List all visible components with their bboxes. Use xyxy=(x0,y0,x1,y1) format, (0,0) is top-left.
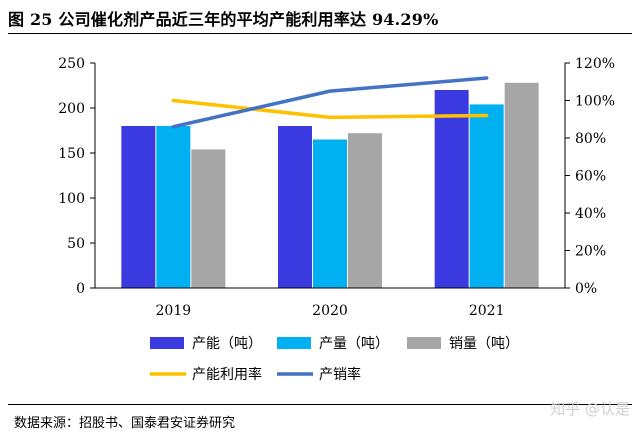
series-line xyxy=(171,76,489,129)
bar xyxy=(434,90,469,288)
series-line xyxy=(171,98,489,120)
legend-label: 产能利用率 xyxy=(192,366,262,383)
legend-label: 产量（吨） xyxy=(319,336,389,352)
bar xyxy=(348,133,382,288)
y-tick-label-right: 100% xyxy=(575,94,615,110)
x-tick-label: 2020 xyxy=(312,303,348,319)
bar xyxy=(278,126,312,288)
y-tick-label-left: 150 xyxy=(58,146,85,162)
legend-swatch xyxy=(277,337,311,349)
y-tick-label-left: 250 xyxy=(58,56,85,72)
y-tick-label-left: 100 xyxy=(58,191,85,207)
figure-title: 图 25 公司催化剂产品近三年的平均产能利用率达 94.29% xyxy=(8,10,439,29)
bar xyxy=(156,126,191,288)
x-tick-label: 2019 xyxy=(156,303,192,319)
bar xyxy=(504,82,539,288)
y-tick-label-left: 50 xyxy=(67,236,85,252)
y-tick-label-right: 40% xyxy=(575,206,606,222)
watermark: 知乎 @认是 xyxy=(550,400,630,418)
x-tick-label: 2021 xyxy=(469,303,505,319)
legend-label: 产能（吨） xyxy=(192,336,262,352)
y-tick-label-left: 0 xyxy=(76,281,85,297)
title-rule xyxy=(8,33,632,34)
y-tick-label-right: 80% xyxy=(575,131,606,147)
y-tick-label-left: 200 xyxy=(58,101,85,117)
legend-swatch xyxy=(150,337,184,349)
bar xyxy=(191,149,226,288)
y-tick-label-right: 120% xyxy=(575,56,615,72)
y-tick-label-right: 0% xyxy=(575,281,597,297)
source-rule xyxy=(8,404,632,405)
bar xyxy=(469,104,504,289)
y-tick-label-right: 60% xyxy=(575,169,606,185)
y-tick-label-right: 20% xyxy=(575,244,606,260)
legend-swatch xyxy=(407,337,441,349)
bar xyxy=(313,139,347,288)
legend-label: 产销率 xyxy=(319,366,361,383)
legend-label: 销量（吨） xyxy=(449,336,519,352)
source-note: 数据来源：招股书、国泰君安证券研究 xyxy=(14,416,236,431)
bar xyxy=(121,126,156,288)
